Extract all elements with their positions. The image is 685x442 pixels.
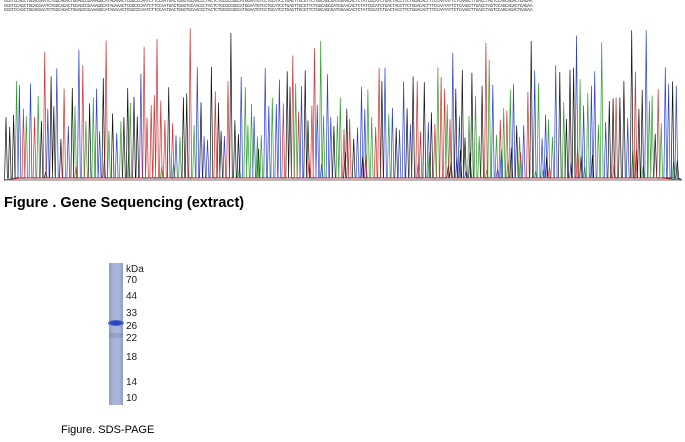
chromatogram-traces (4, 28, 682, 181)
sequencing-figure-title: Figure . Gene Sequencing (extract) (4, 195, 245, 211)
kda-unit-label: kDa (126, 264, 144, 275)
sequencing-chromatogram (4, 28, 682, 181)
marker-label-33: 33 (126, 308, 138, 319)
sds-page-caption: Figure. SDS-PAGE (61, 424, 155, 436)
sequence-read-strip: GCGTCCAGCTGGACGAATCTGGCAGACTGGAGCCGAAAGG… (4, 0, 682, 14)
marker-label-70: 70 (126, 275, 138, 286)
gel-smear (109, 333, 123, 338)
marker-label-44: 44 (126, 291, 138, 302)
gel-lane (108, 263, 124, 405)
marker-label-10: 10 (126, 393, 138, 404)
marker-label-14: 14 (126, 377, 138, 388)
marker-label-22: 22 (126, 333, 138, 344)
sequence-read-text-repeat-2: GCGTCCAGCTGGACGAATCTGGCAGACTGGAGCCGAAAGG… (4, 8, 533, 14)
marker-label-18: 18 (126, 352, 138, 363)
trace-t (4, 28, 682, 181)
sequence-read-text: GCGTCCAGCTGGACGAATCTGGCAGACTGGAGCCGAAAGG… (4, 0, 533, 4)
protein-band (108, 320, 124, 326)
marker-label-26: 26 (126, 321, 138, 332)
sequence-read-text-repeat: GCGTCCAGCTGGACGAATCTGGCAGACTGGAGCCGAAAGG… (4, 3, 533, 9)
